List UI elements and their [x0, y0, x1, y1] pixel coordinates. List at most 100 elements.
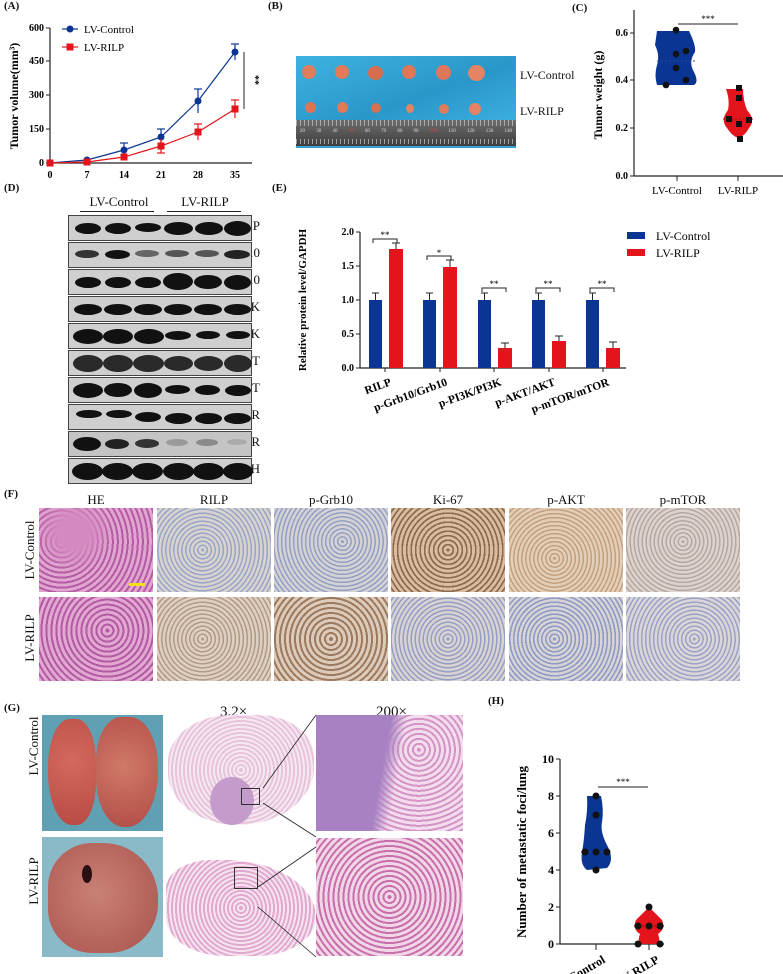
ihc-image-he-rilp: [39, 597, 153, 681]
svg-text:1.0: 1.0: [342, 295, 355, 306]
svg-text:*: *: [437, 248, 442, 258]
lung-section-highmag-rilp: [316, 838, 463, 956]
y-axis-label: Tumor volume(mm³): [7, 43, 21, 150]
panel-label-b: (B): [268, 0, 283, 12]
svg-text:LV-RILP: LV-RILP: [84, 42, 124, 54]
svg-text:LV-RILP: LV-RILP: [718, 185, 758, 197]
panel-label-a: (A): [4, 0, 20, 12]
lung-photo-control: [42, 715, 163, 831]
panel-label-g: (G): [4, 702, 20, 714]
photo-row-label-rilp: LV-RILP: [520, 104, 564, 118]
ihc-image-pakt-control: [509, 508, 623, 592]
zoom-region-box: [234, 867, 258, 889]
ihc-image-rilp-rilp: [157, 597, 271, 681]
svg-text:**: **: [381, 230, 391, 240]
svg-text:0.0: 0.0: [616, 171, 629, 182]
svg-text:300: 300: [29, 90, 44, 101]
tumor-volume-line-chart: 0 150 300 450 600 0 7 14 21 28 35 Tumor …: [7, 23, 260, 181]
svg-text:Number of metastatic foci/lung: Number of metastatic foci/lung: [514, 766, 529, 938]
ihc-column-header: Ki-67: [432, 492, 464, 507]
protein-level-bar-chart: 0.0 0.5 1.0 1.5 2.0 Relative protein lev…: [297, 227, 711, 416]
ihc-image-pmtor-rilp: [626, 597, 740, 681]
svg-text:0.6: 0.6: [616, 28, 629, 39]
western-blot-panel: LV-Control LV-RILP RILP Grb10 p-Grb10 PI…: [0, 194, 260, 484]
svg-text:LV-RILP: LV-RILP: [656, 246, 700, 260]
ihc-image-rilp-control: [157, 508, 271, 592]
ruler: 20 30 40 50 60 70 80 90 100 110 120 130 140: [296, 120, 516, 146]
svg-text:2.0: 2.0: [342, 227, 355, 238]
svg-text:21: 21: [156, 170, 166, 181]
ihc-image-ki67-control: [391, 508, 505, 592]
svg-text:0: 0: [548, 937, 554, 951]
panel-label-c: (C): [572, 2, 588, 14]
svg-text:0.0: 0.0: [342, 363, 355, 374]
metastatic-foci-violin-plot: 0 2 4 6 8 10 Number of metastatic foci/l…: [514, 752, 664, 974]
svg-text:RILP: RILP: [363, 377, 393, 398]
ihc-image-ki67-rilp: [391, 597, 505, 681]
svg-text:35: 35: [230, 170, 240, 181]
blot-lane-row: [68, 458, 253, 484]
panel-label-e: (E): [272, 182, 287, 194]
svg-text:28: 28: [193, 170, 203, 181]
lung-section-lowmag-control: [168, 715, 316, 831]
blot-lane-row: [68, 350, 252, 376]
ihc-image-pgrb10-control: [274, 508, 388, 592]
ihc-image-pgrb10-rilp: [274, 597, 388, 681]
blot-lane-row: [68, 242, 252, 268]
blot-group-control: LV-Control: [89, 194, 149, 209]
chart-legend: LV-Control LV-RILP: [627, 229, 711, 260]
blot-group-rilp: LV-RILP: [181, 194, 229, 209]
excised-tumor-photo: 20 30 40 50 60 70 80 90 100 110 120 130 140: [296, 56, 516, 148]
blot-lane-row: [68, 323, 252, 349]
svg-text:6: 6: [548, 826, 554, 840]
blot-lane-row: [68, 404, 252, 430]
ihc-image-he-control: [39, 508, 153, 592]
ihc-image-pakt-rilp: [509, 597, 623, 681]
ihc-column-header: p-mTOR: [659, 492, 707, 507]
svg-text:1.5: 1.5: [342, 261, 355, 272]
svg-text:600: 600: [29, 23, 44, 34]
svg-text:0.2: 0.2: [616, 123, 629, 134]
svg-text:***: ***: [701, 14, 715, 24]
svg-text:7: 7: [85, 170, 90, 181]
svg-text:0.4: 0.4: [616, 75, 629, 86]
svg-text:Tumor weight (g): Tumor weight (g): [591, 51, 605, 140]
svg-text:***: ***: [616, 777, 630, 787]
lung-section-highmag-control: [316, 715, 463, 831]
ihc-row-label: LV-RILP: [22, 614, 37, 662]
blot-lane-row: [68, 296, 252, 322]
panel-label-h: (H): [488, 695, 504, 707]
blot-lane-row: [68, 215, 252, 241]
blot-lane-row: [68, 269, 252, 295]
lung-row-label: LV-Control: [26, 716, 41, 776]
svg-text:LV-Control: LV-Control: [652, 185, 702, 197]
svg-text:**: **: [544, 279, 554, 289]
svg-text:LV-Control: LV-Control: [656, 229, 711, 243]
svg-text:2: 2: [548, 900, 554, 914]
svg-text:0: 0: [39, 158, 44, 169]
blot-lane-row: [68, 377, 252, 403]
svg-text:450: 450: [29, 56, 44, 67]
ihc-column-header: RILP: [199, 492, 229, 507]
lung-row-label: LV-RILP: [26, 857, 41, 905]
svg-text:LV-RILP: LV-RILP: [613, 952, 661, 974]
svg-text:**: **: [598, 279, 608, 289]
svg-text:8: 8: [548, 789, 554, 803]
svg-text:0: 0: [48, 170, 53, 181]
panel-label-f: (F): [4, 488, 19, 500]
ihc-row-label: LV-Control: [22, 520, 37, 580]
svg-text:14: 14: [119, 170, 129, 181]
svg-text:10: 10: [542, 752, 554, 766]
ihc-column-header: p-AKT: [547, 492, 585, 507]
svg-text:150: 150: [29, 124, 44, 135]
svg-text:Relative protein level/GAPDH: Relative protein level/GAPDH: [297, 228, 309, 371]
zoom-connector-lines: [257, 714, 317, 958]
blot-lane-row: [68, 431, 252, 457]
svg-text:LV-Control: LV-Control: [550, 952, 608, 974]
svg-text:LV-Control: LV-Control: [84, 24, 134, 36]
svg-text:0.5: 0.5: [342, 329, 355, 340]
svg-text:p-PI3K/PI3K: p-PI3K/PI3K: [437, 377, 503, 411]
ihc-image-pmtor-control: [626, 508, 740, 592]
chart-legend: LV-Control LV-RILP: [62, 24, 134, 54]
svg-text:**: **: [490, 279, 500, 289]
